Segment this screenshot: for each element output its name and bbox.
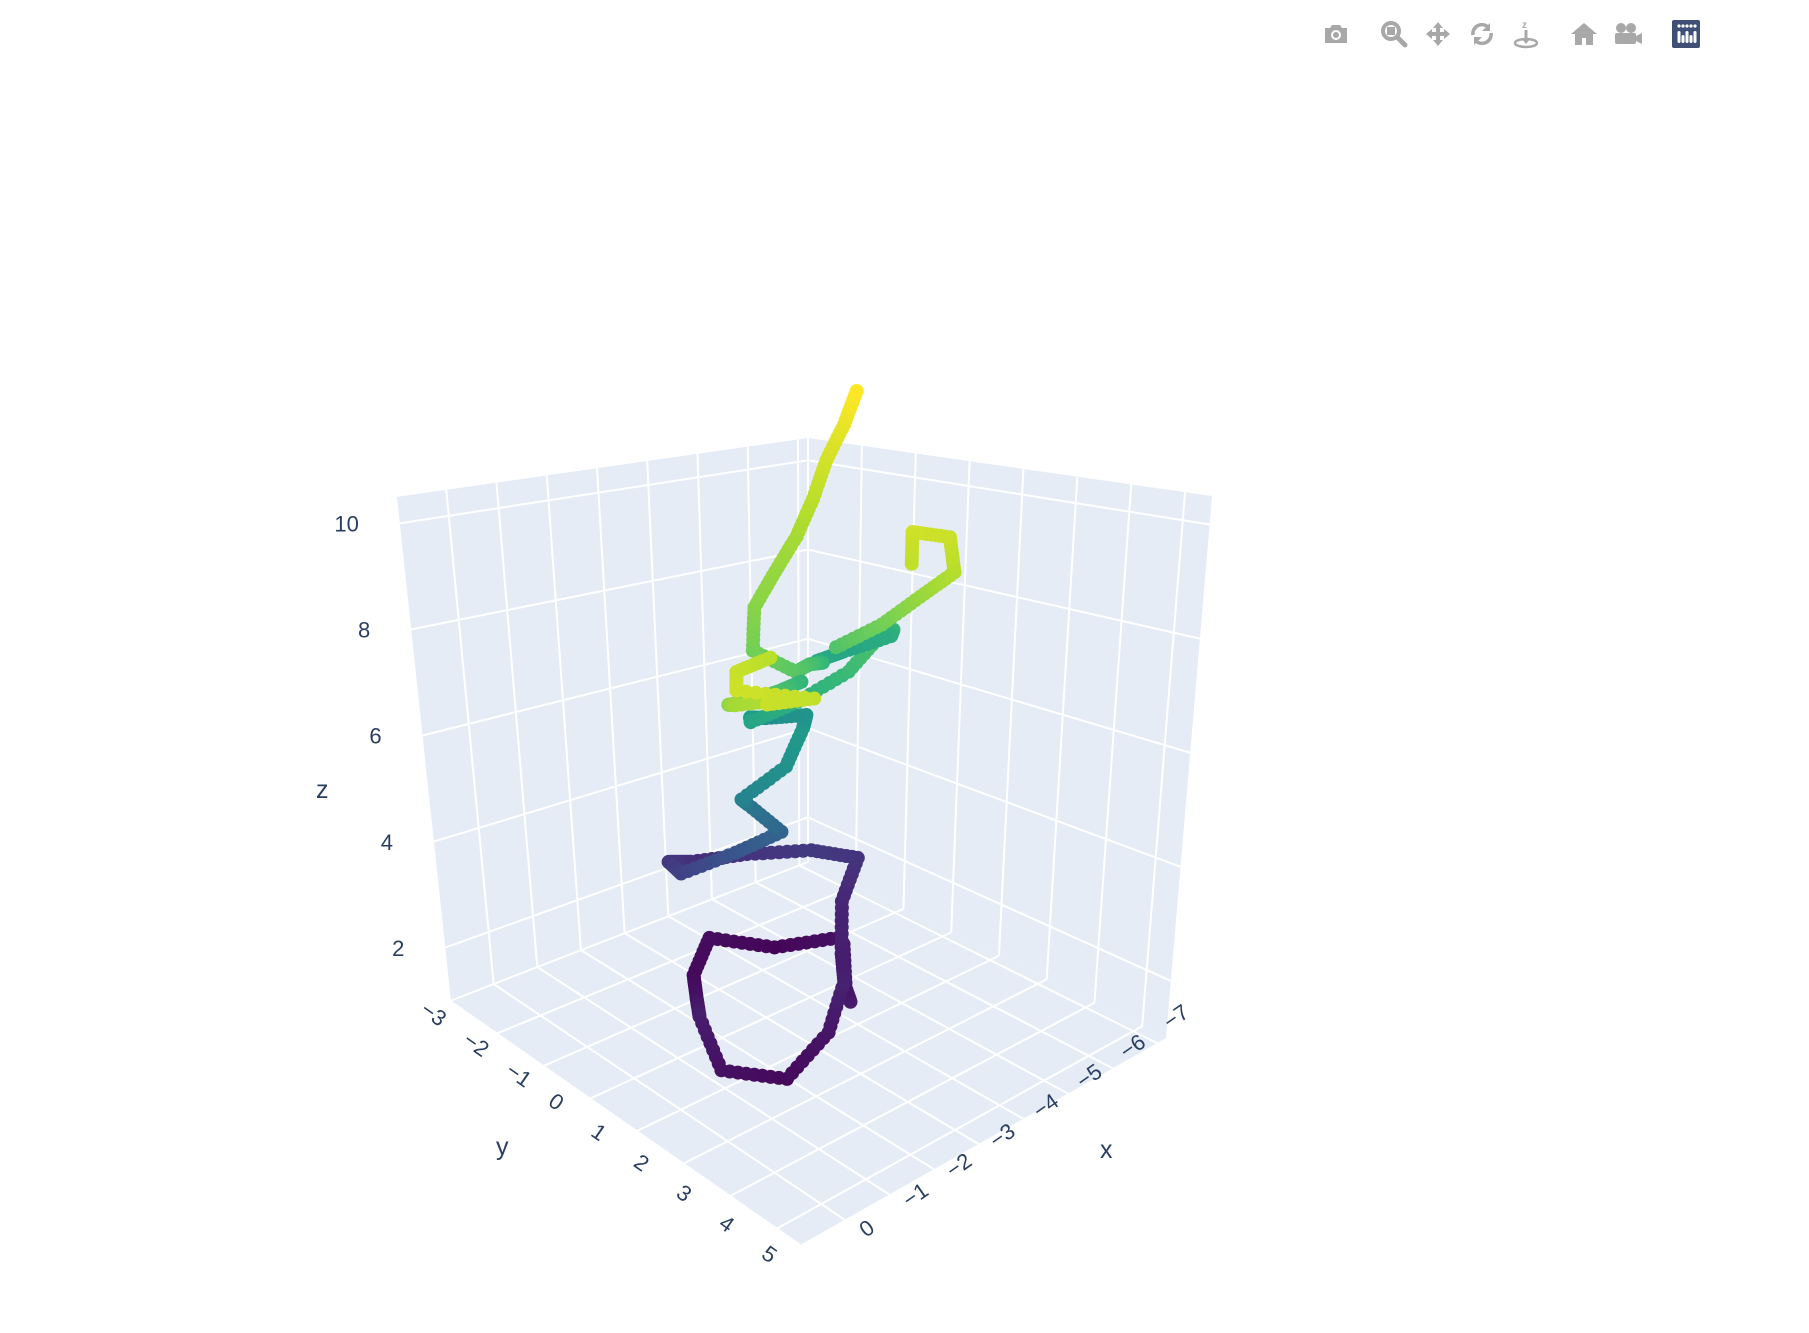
grid-line-x (1093, 484, 1133, 1003)
camera-icon (1322, 21, 1350, 47)
grid-line-floor (682, 978, 1048, 1165)
grid-line-z (410, 548, 809, 631)
grid-line-y (595, 468, 626, 934)
trace-marker (849, 384, 864, 398)
orbit-rotation-button[interactable] (1464, 14, 1500, 54)
grid-line-floor (755, 881, 1113, 1070)
z-tick-label: 6 (369, 724, 381, 749)
y-tick-label: 5 (757, 1241, 781, 1269)
z-axis-title: z (316, 776, 329, 804)
grid-line-floor (776, 1025, 1143, 1230)
grid-line-z (421, 637, 809, 737)
z-tick-label: 10 (334, 512, 358, 537)
grid-line-floor (449, 1000, 801, 1246)
y-tick-label: −1 (501, 1058, 536, 1093)
grid-line-floor (449, 861, 809, 1002)
trace-marker (763, 650, 778, 665)
last-saved-camera-button[interactable] (1610, 14, 1646, 54)
plotly-logo-link[interactable] (1668, 14, 1704, 54)
grid-line-y (646, 460, 670, 917)
x-axis-title: x (1100, 1136, 1113, 1164)
orbit-icon (1468, 20, 1496, 48)
axis-panes (396, 438, 1212, 1245)
grid-line-floor (798, 864, 1158, 1044)
grid-line-z (807, 727, 1181, 868)
y-tick-label: −3 (416, 997, 451, 1032)
grid-line-z (398, 459, 809, 525)
svg-text:z: z (1522, 20, 1527, 31)
z-tick-label: 4 (381, 830, 393, 855)
download-image-button[interactable] (1318, 14, 1354, 54)
pan-icon (1424, 20, 1452, 48)
zoom-button[interactable] (1376, 14, 1412, 54)
grid-line-floor (729, 1001, 1095, 1198)
grid-line-floor (496, 884, 857, 1035)
y-axis-title: y (496, 1133, 509, 1161)
reset-camera-button[interactable] (1566, 14, 1602, 54)
grid-line-x (950, 461, 971, 933)
grid-line-z (807, 459, 1210, 526)
y-tick-label: 2 (629, 1149, 653, 1177)
grid-line-x (1045, 476, 1079, 980)
grid-line-y (495, 482, 539, 968)
plotly-logo-icon (1672, 20, 1700, 48)
trace-markers (661, 384, 962, 1086)
grid-line-z (443, 816, 809, 949)
z-tick-label: 8 (358, 618, 370, 643)
z-tick-label: 2 (392, 936, 404, 961)
grid-line-z (807, 637, 1191, 754)
turntable-icon: z (1512, 19, 1540, 49)
grid-line-y (796, 439, 801, 866)
grid-line-z (807, 548, 1201, 640)
grid-line-z (807, 816, 1172, 982)
turntable-rotation-button[interactable]: z (1508, 14, 1544, 54)
pan-button[interactable] (1420, 14, 1456, 54)
grid-lines (395, 438, 1210, 1246)
grid-line-floor (493, 983, 846, 1221)
grid-line-floor (711, 898, 1069, 1095)
y-tick-label: 4 (715, 1210, 739, 1238)
y-tick-label: 1 (587, 1119, 611, 1147)
grid-line-x (997, 468, 1025, 956)
grid-line-y (545, 475, 582, 951)
home-icon (1570, 21, 1598, 47)
grid-line-y (445, 489, 495, 985)
y-tick-label: −2 (459, 1027, 494, 1062)
grid-line-y (395, 496, 451, 1002)
trace-marker (904, 556, 919, 571)
grid-line-floor (667, 915, 1024, 1120)
grid-line-floor (589, 931, 952, 1100)
zoom-icon (1380, 20, 1408, 48)
camera-video-icon (1613, 21, 1643, 47)
grid-line-floor (580, 949, 935, 1171)
grid-line-z (432, 727, 809, 843)
y-tick-label: 0 (544, 1088, 568, 1116)
y-tick-label: 3 (672, 1180, 696, 1208)
grid-line-floor (624, 932, 980, 1145)
grid-line-x (1141, 492, 1187, 1027)
grid-line-y (696, 453, 713, 900)
grid-line-floor (536, 966, 890, 1196)
x-tick-label: 0 (855, 1215, 879, 1243)
